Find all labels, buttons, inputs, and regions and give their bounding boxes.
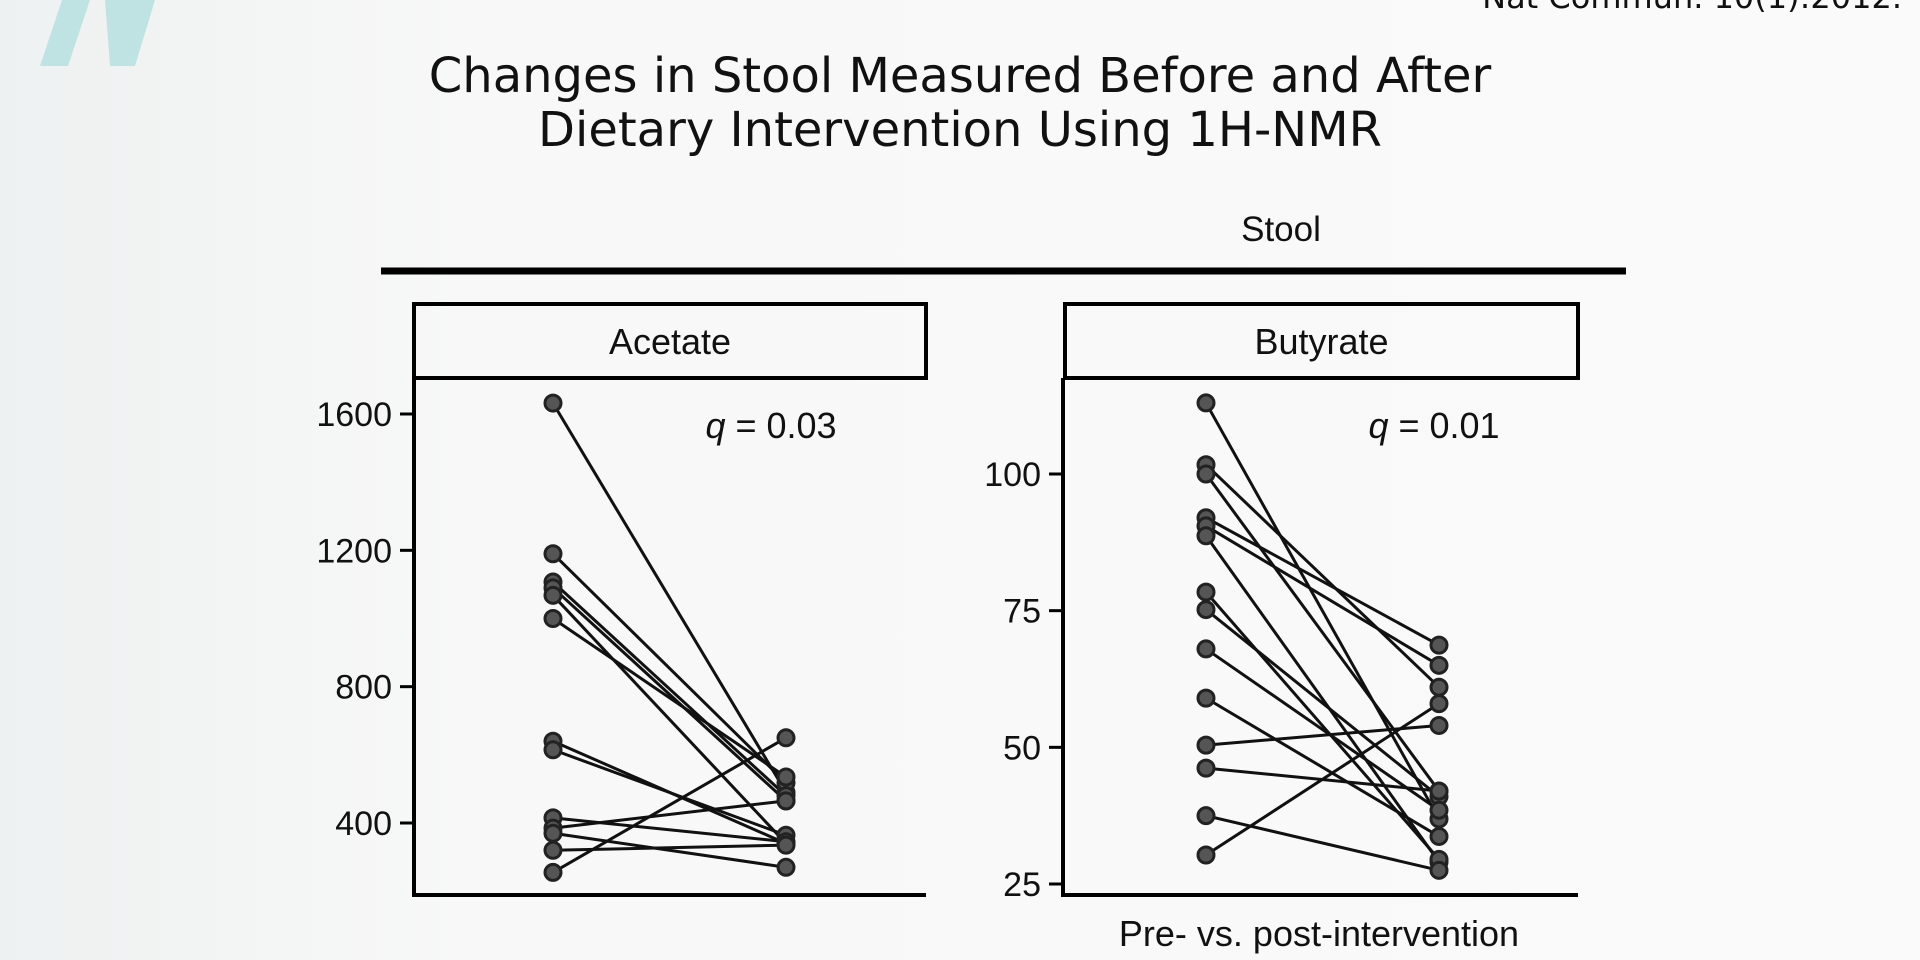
panel-strip (1063, 302, 1580, 380)
pre-point (1196, 688, 1216, 708)
subject-line (1205, 608, 1440, 798)
pre-point (1196, 806, 1216, 826)
subject-line (552, 617, 787, 779)
panel-title: Acetate (609, 321, 731, 362)
pre-point (543, 862, 563, 882)
pre-point (543, 393, 563, 413)
post-point (776, 767, 796, 787)
pre-point (543, 823, 563, 843)
chart-title-line2: Dietary Intervention Using 1H-NMR (538, 102, 1382, 158)
post-point (1429, 800, 1449, 820)
post-point (776, 791, 796, 811)
post-point (776, 728, 796, 748)
acetate-panel: Acetate 400 800 1200 1600 q = 0.03 (316, 302, 928, 897)
y-tick-label: 75 (1003, 593, 1041, 631)
subject-line (552, 831, 787, 869)
subject-line (1205, 524, 1440, 667)
pre-point (543, 840, 563, 860)
subject-line (551, 586, 788, 802)
post-point (1429, 635, 1449, 655)
subject-line (1204, 463, 1441, 689)
post-point (776, 857, 796, 877)
subject-line (1204, 473, 1441, 792)
pre-point (1196, 758, 1216, 778)
y-tick-label: 100 (984, 456, 1041, 494)
butyrate-panel: Butyrate 25 50 75 100 q = 0.01 (984, 302, 1580, 904)
subject-line (552, 799, 787, 830)
subject-line (1205, 814, 1440, 872)
subject-line (552, 736, 787, 874)
subject-line (1204, 534, 1441, 864)
post-point (1429, 655, 1449, 675)
q-value-annotation: q = 0.01 (1368, 405, 1499, 446)
logo (40, 0, 155, 66)
subject-line (551, 402, 788, 794)
y-tick-label: 50 (1003, 729, 1041, 767)
subject-line (1205, 702, 1440, 857)
x-axis-label: Pre- vs. post-intervention (1119, 913, 1519, 954)
panel-strip (412, 302, 928, 380)
post-point (1429, 694, 1449, 714)
q-value-annotation: q = 0.03 (705, 405, 836, 446)
pre-point (1196, 735, 1216, 755)
subject-line (1205, 647, 1440, 812)
pre-point (543, 585, 563, 605)
group-label: Stool (1241, 210, 1321, 249)
pre-point (1196, 464, 1216, 484)
post-point (1429, 826, 1449, 846)
pre-point (1196, 582, 1216, 602)
post-point (1429, 860, 1449, 880)
subject-line (551, 552, 788, 784)
subject-line (1204, 402, 1441, 820)
post-point (776, 835, 796, 855)
chart-title: Changes in Stool Measured Before and Aft… (429, 48, 1492, 104)
y-tick-label: 1600 (316, 396, 392, 434)
y-tick-label: 25 (1003, 866, 1041, 904)
subject-line (552, 816, 787, 844)
subject-line (552, 748, 787, 837)
y-tick-label: 1200 (316, 532, 392, 570)
pre-point (543, 544, 563, 564)
citation: Nat Commun. 10(1):2012. (1482, 0, 1902, 16)
subject-line (1205, 696, 1440, 838)
pre-point (1196, 393, 1216, 413)
pre-point (1196, 639, 1216, 659)
post-point (1429, 677, 1449, 697)
pre-point (1196, 845, 1216, 865)
subject-line (1205, 516, 1440, 647)
pre-point (1196, 600, 1216, 620)
subject-line (551, 594, 788, 845)
panel-title: Butyrate (1254, 321, 1388, 362)
y-tick-label: 400 (335, 805, 392, 843)
y-tick-label: 800 (335, 669, 392, 707)
pre-point (543, 609, 563, 628)
pre-point (543, 740, 563, 760)
post-point (1429, 715, 1449, 735)
post-point (1429, 781, 1449, 801)
pre-point (1196, 526, 1216, 546)
